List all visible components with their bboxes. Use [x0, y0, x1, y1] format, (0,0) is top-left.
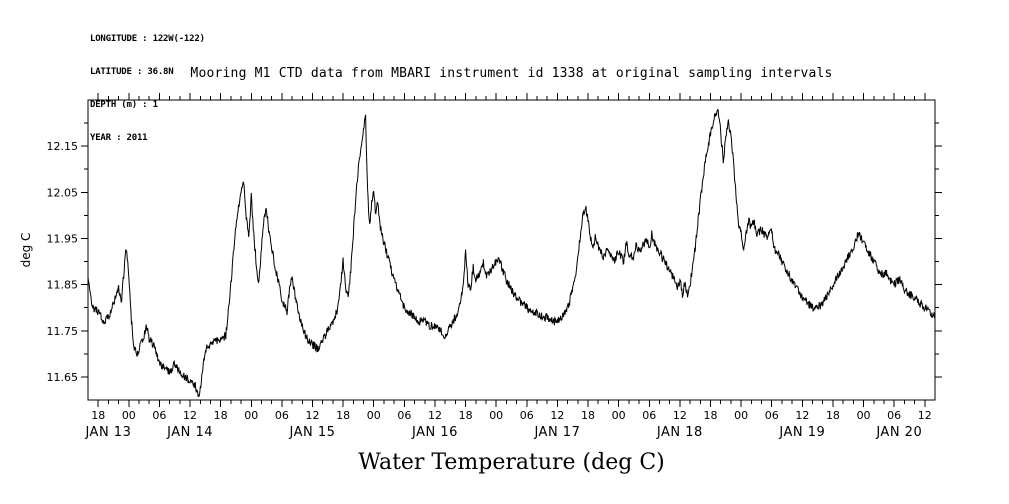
x-tick-label: 00: [857, 409, 871, 422]
x-tick-label: 18: [91, 409, 105, 422]
x-tick-label: 12: [306, 409, 320, 422]
x-tick-label: 18: [214, 409, 228, 422]
x-tick-label: 12: [183, 409, 197, 422]
x-tick-label: 12: [673, 409, 687, 422]
x-tick-label: 12: [550, 409, 564, 422]
metadata-depth: DEPTH (m) : 1: [90, 100, 158, 110]
metadata-longitude: LONGITUDE : 122W(-122): [90, 34, 205, 44]
x-tick-label: 18: [336, 409, 350, 422]
x-tick-label: 00: [244, 409, 258, 422]
y-tick-label: 12.05: [47, 186, 79, 199]
x-tick-label: 18: [703, 409, 717, 422]
y-tick-label: 11.85: [47, 279, 79, 292]
y-tick-label: 11.95: [47, 232, 79, 245]
x-tick-label: 00: [612, 409, 626, 422]
metadata-year: YEAR : 2011: [90, 133, 148, 143]
x-day-label: JAN 18: [656, 425, 703, 440]
metadata-block: LONGITUDE : 122W(-122) LATITUDE : 36.8N …: [90, 12, 205, 166]
x-tick-label: 06: [520, 409, 534, 422]
x-tick-label: 06: [397, 409, 411, 422]
y-axis-label: deg C: [19, 233, 33, 268]
x-tick-label: 06: [152, 409, 166, 422]
x-tick-label: 00: [367, 409, 381, 422]
x-tick-label: 18: [459, 409, 473, 422]
y-tick-label: 11.65: [47, 371, 79, 384]
x-day-label: JAN 13: [84, 425, 131, 440]
metadata-latitude: LATITUDE : 36.8N: [90, 67, 174, 77]
x-tick-label: 00: [489, 409, 503, 422]
x-day-label: JAN 20: [875, 425, 922, 440]
plot-border: [87, 99, 936, 401]
x-day-label: JAN 16: [411, 425, 458, 440]
x-tick-label: 12: [795, 409, 809, 422]
x-tick-label: 12: [428, 409, 442, 422]
x-tick-label: 18: [581, 409, 595, 422]
x-tick-label: 00: [122, 409, 136, 422]
x-tick-label: 00: [734, 409, 748, 422]
x-day-label: JAN 19: [778, 425, 825, 440]
x-tick-label: 12: [918, 409, 932, 422]
plot-title: Mooring M1 CTD data from MBARI instrumen…: [190, 66, 833, 81]
x-day-label: JAN 17: [533, 425, 580, 440]
x-tick-label: 06: [887, 409, 901, 422]
x-day-label: JAN 15: [289, 425, 336, 440]
y-tick-label: 11.75: [47, 325, 79, 338]
x-axis-caption: Water Temperature (deg C): [358, 450, 665, 475]
x-tick-label: 06: [642, 409, 656, 422]
x-day-label: JAN 14: [166, 425, 213, 440]
x-tick-label: 18: [826, 409, 840, 422]
x-tick-label: 06: [275, 409, 289, 422]
axes: 11.65 11.75 11.85 11.95 12.05 12.15 18 00 06 12 18…: [47, 93, 942, 440]
x-tick-label: 06: [765, 409, 779, 422]
temperature-series-line: [88, 108, 935, 398]
y-tick-label: 12.15: [47, 140, 79, 153]
